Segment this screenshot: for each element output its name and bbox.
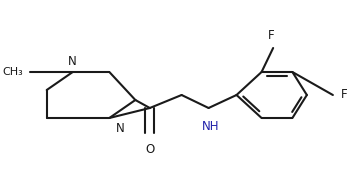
Text: O: O bbox=[145, 143, 155, 156]
Text: NH: NH bbox=[202, 120, 219, 133]
Text: F: F bbox=[268, 29, 274, 42]
Text: F: F bbox=[341, 88, 347, 101]
Text: N: N bbox=[116, 122, 125, 135]
Text: N: N bbox=[68, 55, 77, 68]
Text: CH₃: CH₃ bbox=[2, 67, 23, 77]
